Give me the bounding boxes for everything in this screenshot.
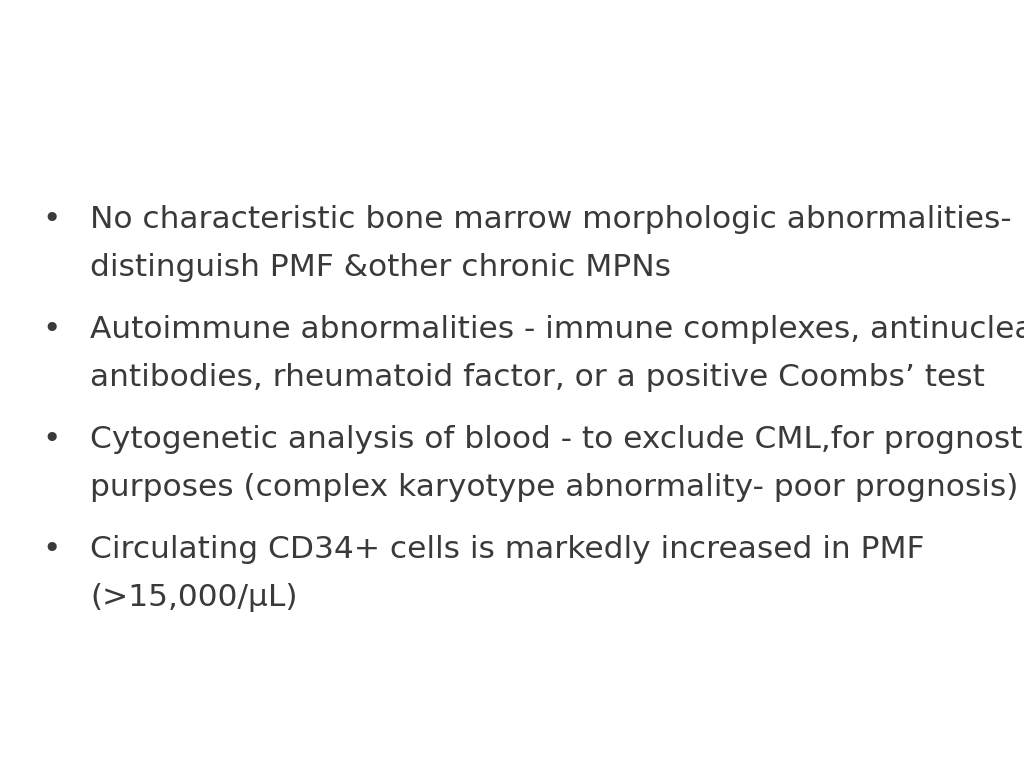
Text: Circulating CD34+ cells is markedly increased in PMF: Circulating CD34+ cells is markedly incr…	[90, 535, 925, 564]
Text: (>15,000/μL): (>15,000/μL)	[90, 583, 298, 612]
Text: •: •	[43, 205, 61, 234]
Text: antibodies, rheumatoid factor, or a positive Coombs’ test: antibodies, rheumatoid factor, or a posi…	[90, 363, 985, 392]
Text: Cytogenetic analysis of blood - to exclude CML,for prognostic: Cytogenetic analysis of blood - to exclu…	[90, 425, 1024, 454]
Text: •: •	[43, 425, 61, 454]
Text: No characteristic bone marrow morphologic abnormalities-: No characteristic bone marrow morphologi…	[90, 205, 1012, 234]
Text: purposes (complex karyotype abnormality- poor prognosis): purposes (complex karyotype abnormality-…	[90, 473, 1019, 502]
Text: •: •	[43, 315, 61, 344]
Text: distinguish PMF &other chronic MPNs: distinguish PMF &other chronic MPNs	[90, 253, 671, 282]
Text: Autoimmune abnormalities - immune complexes, antinuclear: Autoimmune abnormalities - immune comple…	[90, 315, 1024, 344]
Text: •: •	[43, 535, 61, 564]
